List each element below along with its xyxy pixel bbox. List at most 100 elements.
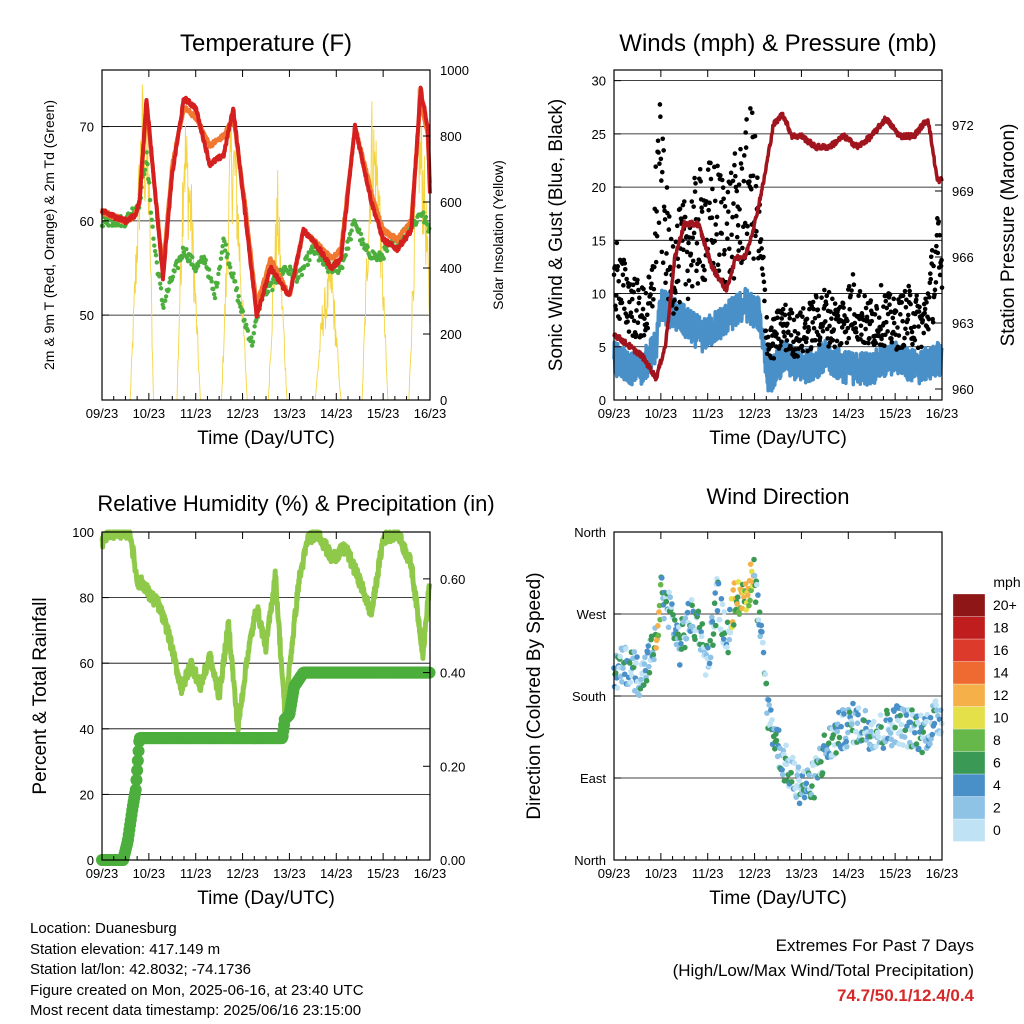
dewpoint-point <box>157 274 162 279</box>
gust-point <box>660 260 666 266</box>
direction-point <box>758 622 765 629</box>
dewpoint-point <box>360 237 365 242</box>
gust-point <box>798 310 803 315</box>
direction-point <box>705 644 711 651</box>
direction-point <box>646 669 653 676</box>
gust-point <box>709 215 715 220</box>
direction-point <box>712 622 719 629</box>
dewpoint-point <box>187 258 192 263</box>
direction-point <box>760 649 767 656</box>
gust-point <box>651 286 657 292</box>
direction-point <box>898 721 905 728</box>
gust-point <box>895 325 900 330</box>
dewpoint-point <box>299 272 305 278</box>
gust-point <box>787 315 793 321</box>
gust-point <box>826 289 832 295</box>
gust-point <box>674 223 680 229</box>
gust-point <box>838 341 844 346</box>
dewpoint-point <box>357 227 362 232</box>
gust-point <box>761 279 767 285</box>
direction-point <box>757 633 763 640</box>
gust-point <box>670 244 676 249</box>
gust-point <box>853 326 859 331</box>
dewpoint-point <box>237 301 242 306</box>
humidity-x-tick-label: 12/23 <box>226 866 259 881</box>
gust-point <box>635 320 641 325</box>
direction-point <box>621 671 628 678</box>
gust-point <box>764 315 770 320</box>
direction-point <box>751 556 757 563</box>
gust-point <box>620 272 626 278</box>
gust-point <box>832 301 838 306</box>
gust-point <box>866 340 871 346</box>
gust-point <box>907 292 913 298</box>
winds-panel: Winds (mph) & Pressure (mb) Sonic Wind & … <box>546 30 1019 449</box>
humidity-y-tick-label: 60 <box>80 656 94 671</box>
dewpoint-point <box>227 261 232 266</box>
gust-point <box>916 309 922 314</box>
direction-point <box>631 649 638 655</box>
gust-point <box>625 319 630 324</box>
direction-point <box>755 592 761 598</box>
gust-point <box>686 240 691 246</box>
gust-point <box>774 331 779 337</box>
gust-point <box>690 258 696 264</box>
gust-point <box>628 310 634 315</box>
direction-point <box>937 707 944 713</box>
direction-point <box>855 711 861 718</box>
gust-point <box>731 201 736 206</box>
gust-point <box>739 166 745 171</box>
dewpoint-point <box>249 343 255 348</box>
direction-point <box>630 664 637 671</box>
direction-point <box>763 680 770 687</box>
gust-point <box>924 300 929 305</box>
humidity-y-tick-label: 20 <box>80 787 94 802</box>
humidity-line <box>99 529 433 733</box>
gust-point <box>782 334 787 339</box>
gust-point <box>713 222 718 227</box>
dewpoint-point <box>219 250 224 255</box>
direction-point <box>932 698 939 704</box>
direction-point <box>806 772 812 778</box>
gust-point <box>668 236 674 242</box>
dewpoint-point <box>172 269 177 274</box>
gust-point <box>735 223 741 228</box>
gust-point <box>899 300 905 305</box>
direction-point <box>754 581 760 588</box>
direction-point <box>746 602 752 609</box>
direction-point <box>676 662 683 668</box>
gust-point <box>714 232 719 237</box>
gust-point <box>692 175 697 181</box>
direction-x-tick-label: 16/23 <box>926 866 959 881</box>
gust-point <box>663 271 669 277</box>
winds-x-axis-label: Time (Day/UTC) <box>709 428 847 449</box>
gust-point <box>726 246 732 252</box>
temperature-x-tick-label: 11/23 <box>180 406 212 421</box>
humidity-y-tick-label: 0 <box>87 853 94 868</box>
gust-point <box>819 295 824 300</box>
gust-point <box>771 356 777 361</box>
gust-point <box>775 315 780 320</box>
gust-point <box>634 308 639 313</box>
gust-point <box>852 320 858 326</box>
gust-point <box>889 339 895 345</box>
gust-point <box>694 240 700 246</box>
direction-point <box>791 760 798 766</box>
winds-x-tick-label: 12/23 <box>738 406 771 421</box>
gust-point <box>743 130 748 135</box>
legend-swatch <box>952 616 986 640</box>
direction-point <box>646 663 652 670</box>
gust-point <box>741 153 747 158</box>
dewpoint-point <box>231 271 236 276</box>
direction-point <box>727 629 734 636</box>
gust-point <box>617 316 622 322</box>
direction-point <box>715 580 722 587</box>
dewpoint-point <box>119 223 124 229</box>
humidity-y-tick-label: 40 <box>80 722 94 737</box>
direction-point <box>650 652 657 658</box>
dewpoint-point <box>228 264 233 270</box>
info-created: Figure created on Mon, 2025-06-16, at 23… <box>30 981 364 999</box>
temperature-y2-tick-label: 600 <box>440 195 462 210</box>
direction-point <box>764 710 770 716</box>
